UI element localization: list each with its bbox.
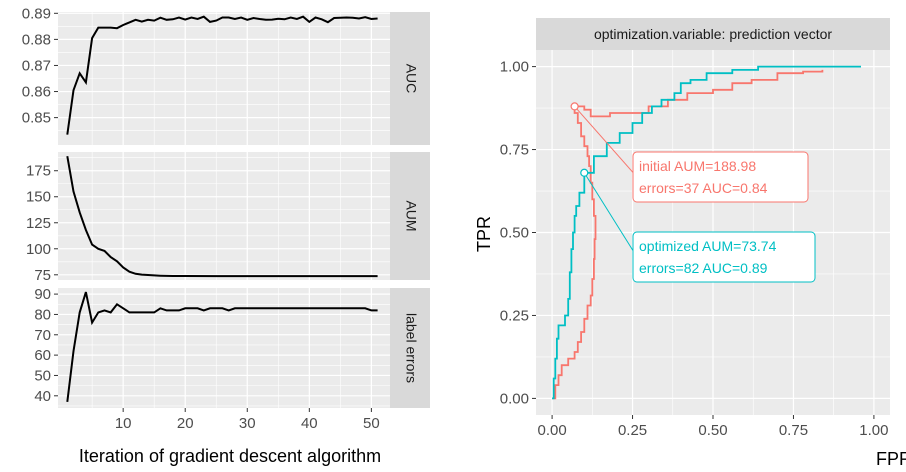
series-line-label-errors [66,291,378,403]
label-box-optimized [632,231,816,283]
annotation-line2-initial: errors=37 AUC=0.84 [639,180,768,196]
facet-strip [390,152,430,280]
facet-strip-label: label errors [403,313,419,383]
y-tick-label: 0.25 [500,307,529,324]
x-tick-label: 0.50 [698,422,727,439]
y-tick-label: 50 [34,367,51,384]
series-line-AUM [66,156,378,278]
x-tick-label: 0.75 [779,422,808,439]
y-tick-label: 0.88 [22,31,51,48]
y-tick-label: 0.85 [22,110,51,127]
annotation-line2-optimized: errors=82 AUC=0.89 [639,260,768,276]
annotation-line1-optimized: optimized AUM=73.74 [639,238,777,254]
x-tick-label: 0.25 [618,422,647,439]
y-tick-label: 70 [34,327,51,344]
facet-panel-AUC: 0.85 0.86 0.87 0.88 0.89 AUC [22,5,430,145]
leader-line-optimized [583,172,638,258]
facet-strip [390,288,430,408]
y-tick-label: 175 [26,163,51,180]
roc-panel: 0.00 0.25 0.50 0.75 1.00 0.00 0.25 0.50 0.75 1.00… [500,18,890,439]
facet-strip [390,12,430,145]
y-tick-label: 60 [34,347,51,364]
y-tick-label: 125 [26,215,51,232]
y-tick-label: 0.75 [500,142,529,159]
x-tick-label: 50 [363,415,380,432]
roc-curve-optimized [552,65,861,400]
series-line-AUC [66,15,378,135]
y-tick-label: 80 [34,306,51,323]
facet-strip-label: optimization.variable: prediction vector [594,26,832,42]
y-tick-label: 0.87 [22,57,51,74]
x-tick-label: 1.00 [859,422,888,439]
left-x-axis-title: Iteration of gradient descent algorithm [79,446,381,466]
y-tick-label: 1.00 [500,59,529,76]
annotation-line1-initial: initial AUM=188.98 [639,158,756,174]
label-box-initial [632,151,809,203]
y-tick-label: 100 [26,241,51,258]
point-marker-optimized [580,168,589,177]
roc-curve-initial [552,69,824,400]
y-tick-label: 90 [34,286,51,303]
y-tick-label: 0.00 [500,390,529,407]
x-tick-label: 10 [115,415,132,432]
facet-strip-label: AUM [403,200,419,231]
x-tick-label: 20 [177,415,194,432]
leader-line-initial [574,106,638,178]
x-tick-label: 40 [301,415,318,432]
y-tick-label: 0.86 [22,84,51,101]
y-tick-label: 40 [34,388,51,405]
x-tick-label: 30 [239,415,256,432]
left-facet-panels: 0.85 0.86 0.87 0.88 0.89 AUC 75 100 125 150 175 AUM… [22,5,430,432]
y-tick-label: 150 [26,189,51,206]
facet-strip [536,18,890,50]
facet-strip-label: AUC [403,64,419,94]
y-tick-label: 0.89 [22,5,51,22]
x-tick-label: 0.00 [537,422,566,439]
y-tick-label: 0.50 [500,225,529,242]
y-tick-label: 75 [34,267,51,284]
roc-y-axis-title: TPR [474,216,494,252]
roc-x-axis-title: FPR [876,449,906,469]
facet-panel-AUM: 75 100 125 150 175 AUM [26,152,430,284]
point-marker-initial [570,102,579,111]
facet-panel-label-errors: 40 50 60 70 80 90 label errors [34,286,430,408]
